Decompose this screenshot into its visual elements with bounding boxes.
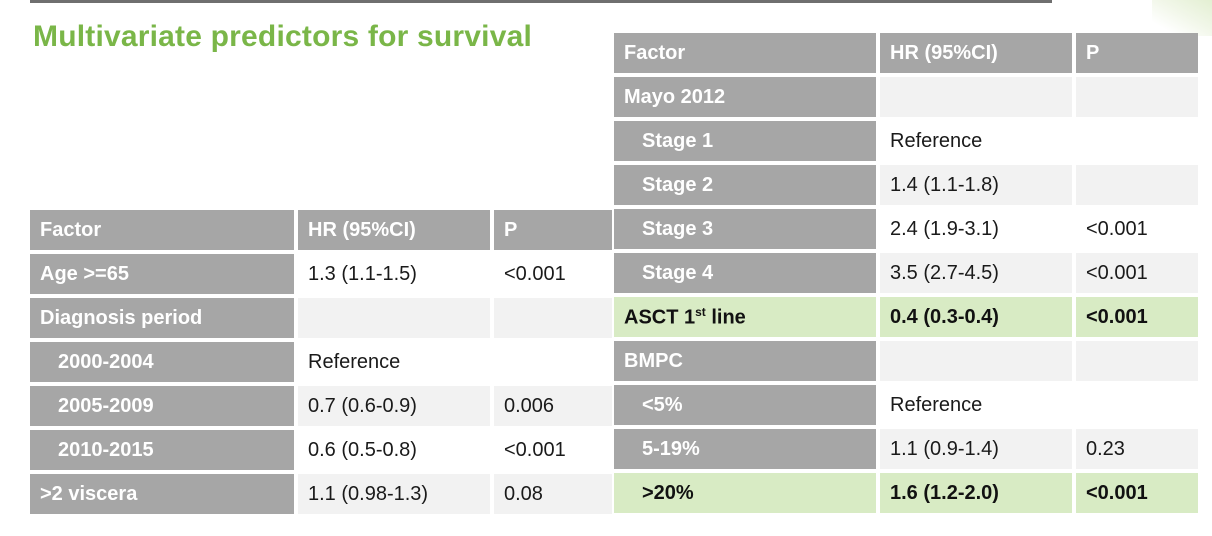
p-cell: <0.001 [1076, 473, 1198, 517]
hr-cell: Reference [298, 342, 494, 386]
factor-cell: Stage 4 [614, 253, 880, 297]
factor-cell: ASCT 1st line [614, 297, 880, 341]
asct-label: ASCT 1 [624, 306, 696, 329]
table-row: Stage 3 2.4 (1.9-3.1) <0.001 [614, 209, 1198, 253]
header-p: P [1076, 33, 1198, 77]
p-cell: <0.001 [1076, 297, 1198, 341]
table-row: 2005-2009 0.7 (0.6-0.9) 0.006 [30, 386, 612, 430]
factor-cell: Stage 3 [614, 209, 880, 253]
left-predictors-table: Factor HR (95%CI) P Age >=65 1.3 (1.1-1.… [30, 210, 612, 518]
hr-cell [880, 77, 1076, 121]
p-cell [1076, 341, 1198, 385]
hr-cell: Reference [880, 385, 1076, 429]
asct-superscript: st [695, 304, 706, 319]
hr-cell: 1.1 (0.9-1.4) [880, 429, 1076, 473]
p-cell: 0.23 [1076, 429, 1198, 473]
hr-cell: 0.4 (0.3-0.4) [880, 297, 1076, 341]
table-row: >2 viscera 1.1 (0.98-1.3) 0.08 [30, 474, 612, 518]
factor-cell: 2010-2015 [30, 430, 298, 474]
hr-cell: 1.4 (1.1-1.8) [880, 165, 1076, 209]
hr-cell: 1.1 (0.98-1.3) [298, 474, 494, 518]
header-factor: Factor [614, 33, 880, 77]
table-row-highlighted: ASCT 1st line 0.4 (0.3-0.4) <0.001 [614, 297, 1198, 341]
factor-cell: <5% [614, 385, 880, 429]
slide-title: Multivariate predictors for survival [33, 20, 533, 53]
hr-cell: Reference [880, 121, 1076, 165]
asct-suffix: line [705, 306, 746, 329]
header-p: P [494, 210, 612, 254]
factor-cell: Mayo 2012 [614, 77, 880, 121]
p-cell: <0.001 [494, 430, 612, 474]
hr-cell: 0.7 (0.6-0.9) [298, 386, 494, 430]
top-rule [30, 0, 1052, 3]
factor-cell: >20% [614, 473, 880, 517]
hr-cell: 0.6 (0.5-0.8) [298, 430, 494, 474]
hr-cell: 3.5 (2.7-4.5) [880, 253, 1076, 297]
factor-cell: Stage 2 [614, 165, 880, 209]
p-cell [494, 298, 612, 342]
factor-cell: 5-19% [614, 429, 880, 473]
header-factor: Factor [30, 210, 298, 254]
table-row: Mayo 2012 [614, 77, 1198, 121]
p-cell: <0.001 [1076, 253, 1198, 297]
factor-cell: 2005-2009 [30, 386, 298, 430]
hr-cell: 1.3 (1.1-1.5) [298, 254, 494, 298]
table-row: BMPC [614, 341, 1198, 385]
header-hr: HR (95%CI) [298, 210, 494, 254]
corner-accent [1152, 0, 1212, 36]
factor-cell: Diagnosis period [30, 298, 298, 342]
hr-cell: 1.6 (1.2-2.0) [880, 473, 1076, 517]
hr-cell [880, 341, 1076, 385]
p-cell: 0.006 [494, 386, 612, 430]
factor-cell: Stage 1 [614, 121, 880, 165]
factor-cell: BMPC [614, 341, 880, 385]
factor-cell: >2 viscera [30, 474, 298, 518]
table-row: <5% Reference [614, 385, 1198, 429]
table-row: 2010-2015 0.6 (0.5-0.8) <0.001 [30, 430, 612, 474]
factor-cell: Age >=65 [30, 254, 298, 298]
p-cell [1076, 385, 1198, 429]
table-row: 5-19% 1.1 (0.9-1.4) 0.23 [614, 429, 1198, 473]
p-cell [1076, 77, 1198, 121]
table-row: 2000-2004 Reference [30, 342, 612, 386]
p-cell: <0.001 [494, 254, 612, 298]
table-row: Diagnosis period [30, 298, 612, 342]
table-row-highlighted: >20% 1.6 (1.2-2.0) <0.001 [614, 473, 1198, 517]
table-row: Stage 2 1.4 (1.1-1.8) [614, 165, 1198, 209]
table-header-row: Factor HR (95%CI) P [614, 33, 1198, 77]
table-row: Stage 1 Reference [614, 121, 1198, 165]
p-cell [1076, 121, 1198, 165]
p-cell: <0.001 [1076, 209, 1198, 253]
p-cell [1076, 165, 1198, 209]
factor-cell: 2000-2004 [30, 342, 298, 386]
header-hr: HR (95%CI) [880, 33, 1076, 77]
right-predictors-table: Factor HR (95%CI) P Mayo 2012 Stage 1 Re… [614, 33, 1198, 517]
p-cell: 0.08 [494, 474, 612, 518]
table-row: Age >=65 1.3 (1.1-1.5) <0.001 [30, 254, 612, 298]
table-header-row: Factor HR (95%CI) P [30, 210, 612, 254]
hr-cell [298, 298, 494, 342]
table-row: Stage 4 3.5 (2.7-4.5) <0.001 [614, 253, 1198, 297]
p-cell [494, 342, 612, 386]
hr-cell: 2.4 (1.9-3.1) [880, 209, 1076, 253]
